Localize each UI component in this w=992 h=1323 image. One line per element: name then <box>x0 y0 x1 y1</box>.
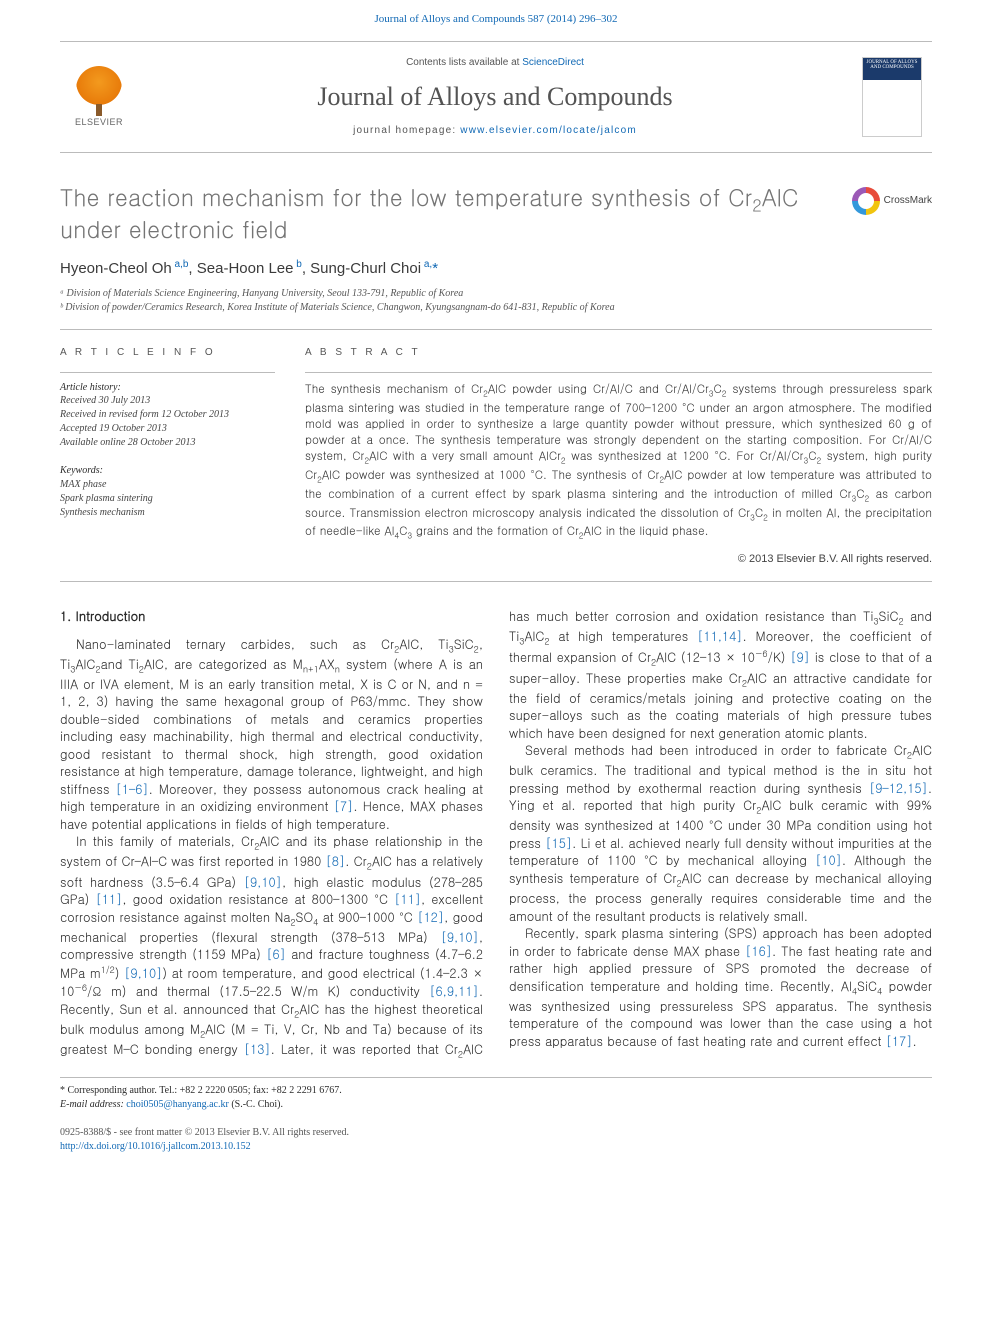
homepage-link[interactable]: www.elsevier.com/locate/jalcom <box>460 125 637 136</box>
journal-cover-thumb: JOURNAL OF ALLOYS AND COMPOUNDS <box>862 57 922 137</box>
email-suffix: (S.-C. Choi). <box>231 1099 283 1110</box>
divider-bottom <box>60 581 932 582</box>
article-info-heading: A R T I C L E I N F O <box>60 346 275 360</box>
elsevier-label: ELSEVIER <box>75 116 123 128</box>
citation-header: Journal of Alloys and Compounds 587 (201… <box>0 0 992 33</box>
journal-banner: ELSEVIER Contents lists available at Sci… <box>60 41 932 153</box>
body-columns: 1. Introduction Nano-laminated ternary c… <box>60 608 932 1061</box>
email-link[interactable]: choi0505@hanyang.ac.kr <box>126 1099 229 1110</box>
abstract-divider <box>305 372 932 373</box>
doi-footer: 0925-8388/$ - see front matter © 2013 El… <box>60 1126 932 1154</box>
meta-row: A R T I C L E I N F O Article history: R… <box>60 330 932 567</box>
section-1-heading: 1. Introduction <box>60 608 483 626</box>
homepage-line: journal homepage: www.elsevier.com/locat… <box>128 124 862 138</box>
affiliation-b: ᵇ Division of powder/Ceramics Research, … <box>60 301 932 315</box>
contents-prefix: Contents lists available at <box>406 57 522 68</box>
email-label: E-mail address: <box>60 1099 124 1110</box>
article-info-column: A R T I C L E I N F O Article history: R… <box>60 330 275 567</box>
doi-link[interactable]: http://dx.doi.org/10.1016/j.jallcom.2013… <box>60 1141 251 1152</box>
history-online: Available online 28 October 2013 <box>60 436 275 450</box>
keyword-2: Spark plasma sintering <box>60 492 275 506</box>
history-received: Received 30 July 2013 <box>60 394 275 408</box>
history-revised: Received in revised form 12 October 2013 <box>60 408 275 422</box>
history-accepted: Accepted 19 October 2013 <box>60 422 275 436</box>
article-title: The reaction mechanism for the low tempe… <box>60 183 932 244</box>
abstract-heading: A B S T R A C T <box>305 346 932 360</box>
homepage-prefix: journal homepage: <box>353 125 460 136</box>
cover-title: JOURNAL OF ALLOYS AND COMPOUNDS <box>863 60 921 71</box>
abstract-text: The synthesis mechanism of Cr2AlC powder… <box>305 381 932 543</box>
corresponding-line: * Corresponding author. Tel.: +82 2 2220… <box>60 1084 932 1098</box>
affiliations: ᵃ Division of Materials Science Engineer… <box>60 287 932 315</box>
journal-name: Journal of Alloys and Compounds <box>128 79 862 114</box>
citation-link[interactable]: Journal of Alloys and Compounds 587 (201… <box>375 13 618 25</box>
banner-center: Contents lists available at ScienceDirec… <box>128 56 862 138</box>
crossmark-badge[interactable]: CrossMark <box>852 187 932 215</box>
keywords-label: Keywords: <box>60 464 275 478</box>
body-p4: Recently, spark plasma sintering (SPS) a… <box>509 925 932 1050</box>
email-line: E-mail address: choi0505@hanyang.ac.kr (… <box>60 1098 932 1112</box>
elsevier-tree-icon <box>76 66 122 112</box>
author-list: Hyeon-Cheol Oh a,b, Sea-Hoon Lee b, Sung… <box>60 258 932 279</box>
history-label: Article history: <box>60 381 275 395</box>
keyword-1: MAX phase <box>60 478 275 492</box>
body-p1: Nano-laminated ternary carbides, such as… <box>60 636 483 834</box>
abstract-copyright: © 2013 Elsevier B.V. All rights reserved… <box>305 552 932 567</box>
elsevier-logo: ELSEVIER <box>70 64 128 130</box>
sciencedirect-link[interactable]: ScienceDirect <box>522 57 584 68</box>
keyword-3: Synthesis mechanism <box>60 506 275 520</box>
crossmark-label: CrossMark <box>884 194 932 208</box>
body-p3: Several methods had been introduced in o… <box>509 742 932 925</box>
affiliation-a: ᵃ Division of Materials Science Engineer… <box>60 287 932 301</box>
contents-line: Contents lists available at ScienceDirec… <box>128 56 862 70</box>
corresponding-footer: * Corresponding author. Tel.: +82 2 2220… <box>60 1077 932 1112</box>
info-divider <box>60 372 275 373</box>
abstract-column: A B S T R A C T The synthesis mechanism … <box>305 330 932 567</box>
issn-line: 0925-8388/$ - see front matter © 2013 El… <box>60 1126 932 1140</box>
article-header: The reaction mechanism for the low tempe… <box>60 183 932 244</box>
crossmark-icon <box>852 187 880 215</box>
